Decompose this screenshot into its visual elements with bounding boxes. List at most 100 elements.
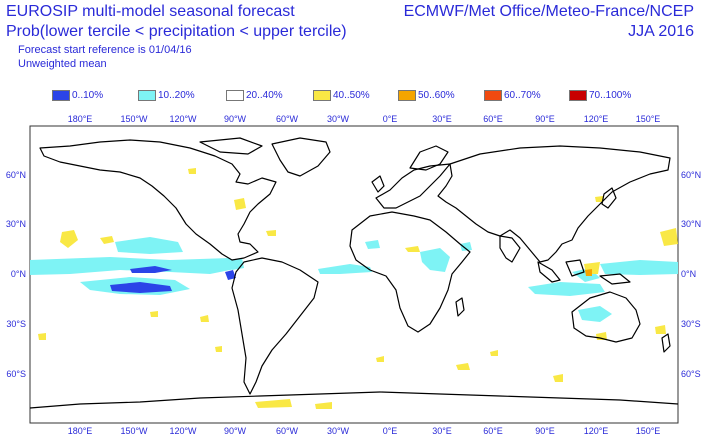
longitude-tick-label: 150°W bbox=[120, 426, 148, 436]
centres-label: ECMWF/Met Office/Meteo-France/NCEP bbox=[403, 3, 694, 20]
legend-swatch bbox=[484, 89, 502, 101]
british-isles bbox=[371, 175, 385, 193]
legend-item: 20..40% bbox=[226, 88, 283, 102]
legend-label: 0..10% bbox=[72, 89, 104, 101]
probability-shading bbox=[30, 168, 678, 409]
legend-item: 70..100% bbox=[569, 88, 631, 102]
antarctica-outline bbox=[29, 391, 679, 409]
yellow-nz bbox=[655, 325, 666, 334]
longitude-labels-top: 180°E 150°W 120°W 90°W 60°W 30°W 0°E 30°E 60°E 90… bbox=[68, 114, 661, 124]
africa-patch bbox=[420, 248, 450, 272]
legend-label: 20..40% bbox=[246, 89, 283, 101]
north-america-outline bbox=[39, 139, 277, 261]
latitude-labels-right: 60°N 30°N 0°N 30°S 60°S bbox=[681, 170, 701, 379]
latitude-tick-label: 30°S bbox=[681, 319, 701, 329]
longitude-tick-label: 60°E bbox=[483, 426, 503, 436]
yellow-sam bbox=[215, 346, 222, 352]
yellow-canada bbox=[188, 168, 196, 174]
legend: 0..10% 10..20% 20..40% 40..50% 50..60% 60..70… bbox=[0, 88, 706, 104]
longitude-tick-label: 30°W bbox=[327, 114, 350, 124]
yellow-spac bbox=[150, 311, 158, 317]
legend-item: 40..50% bbox=[313, 88, 370, 102]
latitude-labels-left: 60°N 30°N 0°N 30°S 60°S bbox=[6, 170, 26, 379]
arctic-islands bbox=[199, 137, 263, 155]
legend-item: 10..20% bbox=[138, 88, 195, 102]
longitude-tick-label: 150°E bbox=[636, 426, 661, 436]
yellow-spac-3 bbox=[38, 333, 46, 340]
legend-item: 50..60% bbox=[398, 88, 455, 102]
south-america-outline bbox=[231, 257, 319, 395]
yellow-africa bbox=[405, 246, 420, 252]
longitude-tick-label: 30°E bbox=[432, 426, 452, 436]
australia-outline bbox=[571, 291, 641, 343]
legend-swatch bbox=[52, 89, 70, 101]
longitude-tick-label: 150°W bbox=[120, 114, 148, 124]
legend-item: 60..70% bbox=[484, 88, 541, 102]
west-pacific-band bbox=[600, 260, 678, 275]
latitude-tick-label: 0°N bbox=[11, 269, 26, 279]
longitude-tick-label: 90°E bbox=[535, 426, 555, 436]
longitude-tick-label: 60°W bbox=[276, 426, 299, 436]
latitude-tick-label: 60°S bbox=[6, 369, 26, 379]
forecast-reference: Forecast start reference is 01/04/16 bbox=[18, 44, 192, 56]
atlantic-band bbox=[318, 264, 372, 274]
new-zealand bbox=[661, 333, 671, 353]
mean-note: Unweighted mean bbox=[18, 58, 107, 70]
subtitle: Prob(lower tercile < precipitation < upp… bbox=[6, 23, 347, 40]
world-map: 180°E 150°W 120°W 90°W 60°W 30°W 0°E 30°E 60°E 90… bbox=[6, 114, 701, 436]
indian-ocean-band bbox=[528, 282, 605, 296]
longitude-tick-label: 120°W bbox=[169, 426, 197, 436]
longitude-tick-label: 90°E bbox=[535, 114, 555, 124]
yellow-usa bbox=[234, 198, 246, 210]
longitude-tick-label: 120°W bbox=[169, 114, 197, 124]
latitude-tick-label: 30°S bbox=[6, 319, 26, 329]
yellow-wpac-2 bbox=[660, 228, 678, 246]
title: EUROSIP multi-model seasonal forecast bbox=[6, 3, 295, 20]
pacific-deep-blue-2 bbox=[130, 266, 172, 273]
pacific-deep-blue-1 bbox=[110, 282, 172, 293]
legend-swatch bbox=[226, 89, 244, 101]
india-outline bbox=[499, 235, 521, 263]
yellow-southern-5 bbox=[490, 350, 498, 356]
longitude-tick-label: 120°E bbox=[584, 426, 609, 436]
australia-nw-patch bbox=[578, 306, 612, 322]
longitude-tick-label: 0°E bbox=[383, 426, 398, 436]
north-pacific-itcz bbox=[115, 237, 183, 254]
legend-swatch bbox=[138, 89, 156, 101]
map-frame bbox=[29, 125, 679, 424]
yellow-southern-1 bbox=[255, 399, 292, 408]
latitude-tick-label: 30°N bbox=[681, 219, 701, 229]
yellow-southern-6 bbox=[553, 374, 563, 382]
new-guinea bbox=[599, 273, 631, 285]
longitude-tick-label: 90°W bbox=[224, 426, 247, 436]
longitude-tick-label: 180°E bbox=[68, 114, 93, 124]
latitude-tick-label: 0°N bbox=[681, 269, 696, 279]
pacific-equatorial-band bbox=[30, 257, 240, 275]
legend-label: 60..70% bbox=[504, 89, 541, 101]
latitude-tick-label: 60°S bbox=[681, 369, 701, 379]
legend-label: 10..20% bbox=[158, 89, 195, 101]
longitude-tick-label: 90°W bbox=[224, 114, 247, 124]
yellow-southern-4 bbox=[456, 363, 470, 370]
yellow-npac-1 bbox=[60, 230, 78, 248]
longitude-tick-label: 60°W bbox=[276, 114, 299, 124]
legend-swatch bbox=[569, 89, 587, 101]
longitude-tick-label: 150°E bbox=[636, 114, 661, 124]
africa-outline bbox=[349, 211, 471, 333]
yellow-npac-2 bbox=[100, 236, 114, 244]
latitude-tick-label: 60°N bbox=[6, 170, 26, 180]
legend-label: 40..50% bbox=[333, 89, 370, 101]
sumatra bbox=[537, 261, 561, 283]
legend-label: 70..100% bbox=[589, 89, 632, 101]
season-label: JJA 2016 bbox=[628, 23, 694, 40]
longitude-tick-label: 60°E bbox=[483, 114, 503, 124]
orange-maritime bbox=[585, 269, 592, 276]
yellow-spac-2 bbox=[200, 315, 209, 322]
japan-outline bbox=[601, 187, 617, 209]
asia-outline bbox=[437, 145, 671, 263]
sahel-patch bbox=[365, 240, 380, 249]
yellow-atlantic bbox=[266, 230, 276, 236]
yellow-southern-3 bbox=[376, 356, 384, 362]
latitude-tick-label: 60°N bbox=[681, 170, 701, 180]
yellow-wpac-3 bbox=[595, 196, 603, 202]
